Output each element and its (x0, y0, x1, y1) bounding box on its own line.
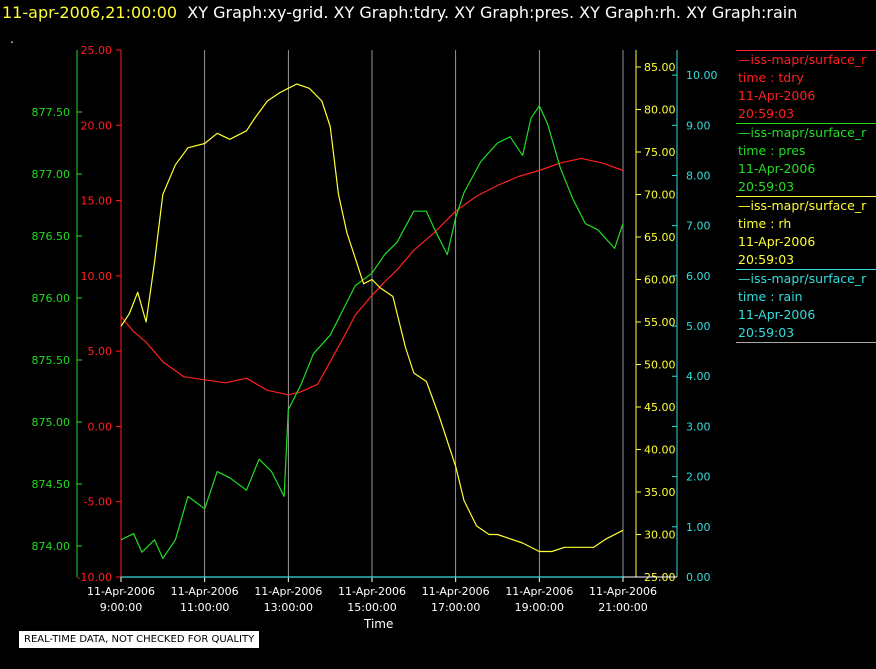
x-tick-date: 11-Apr-2006 (254, 585, 322, 598)
x-tick-time: 17:00:00 (431, 601, 480, 614)
x-tick-date: 11-Apr-2006 (422, 585, 490, 598)
legend-entry-tdry: —iss-mapr/surface_r time : tdry 11-Apr-2… (736, 50, 876, 123)
rain-tick-label: 9.00 (686, 119, 711, 132)
pres-tick-label: 877.00 (32, 168, 71, 181)
legend-date: 11-Apr-2006 (738, 88, 816, 103)
tdry-tick-label: 10.00 (81, 270, 113, 283)
rh-tick-label: 45.00 (644, 401, 676, 414)
rh-tick-label: 80.00 (644, 104, 676, 117)
rh-tick-label: 75.00 (644, 146, 676, 159)
x-tick-date: 11-Apr-2006 (338, 585, 406, 598)
rh-tick-label: 65.00 (644, 231, 676, 244)
quality-disclaimer: REAL-TIME DATA, NOT CHECKED FOR QUALITY (19, 631, 260, 648)
rh-tick-label: 35.00 (644, 486, 676, 499)
x-tick-time: 13:00:00 (264, 601, 313, 614)
pres-tick-label: 875.50 (32, 354, 71, 367)
x-tick-time: 11:00:00 (180, 601, 229, 614)
rain-tick-label: 6.00 (686, 270, 711, 283)
pres-tick-label: 877.50 (32, 106, 71, 119)
rh-tick-label: 70.00 (644, 189, 676, 202)
legend-time: 20:59:03 (738, 252, 795, 267)
legend: —iss-mapr/surface_r time : tdry 11-Apr-2… (736, 50, 876, 343)
legend-time: 20:59:03 (738, 106, 795, 121)
legend-time: 20:59:03 (738, 179, 795, 194)
pres-tick-label: 874.50 (32, 478, 71, 491)
legend-label: time : rh (738, 216, 792, 231)
rh-tick-label: 60.00 (644, 274, 676, 287)
legend-entry-rain: —iss-mapr/surface_r time : rain 11-Apr-2… (736, 269, 876, 343)
legend-series-name: —iss-mapr/surface_r (738, 52, 867, 67)
rh-tick-label: 85.00 (644, 61, 676, 74)
rain-tick-label: 4.00 (686, 370, 711, 383)
series-tdry-line (120, 157, 624, 396)
rh-tick-label: 50.00 (644, 359, 676, 372)
x-tick-date: 11-Apr-2006 (171, 585, 239, 598)
rain-tick-label: 3.00 (686, 420, 711, 433)
pres-tick-label: 875.00 (32, 416, 71, 429)
x-tick-time: 21:00:00 (598, 601, 647, 614)
title-graph-list: XY Graph:xy-grid. XY Graph:tdry. XY Grap… (187, 3, 798, 22)
rain-tick-label: 1.00 (686, 521, 711, 534)
x-tick-time: 9:00:00 (100, 601, 142, 614)
legend-date: 11-Apr-2006 (738, 234, 816, 249)
pres-tick-label: 874.00 (32, 540, 71, 553)
title-timestamp: 11-apr-2006,21:00:00 (2, 3, 178, 22)
legend-series-name: —iss-mapr/surface_r (738, 271, 867, 286)
rain-tick-label: 7.00 (686, 220, 711, 233)
legend-entry-pres: —iss-mapr/surface_r time : pres 11-Apr-2… (736, 123, 876, 196)
legend-label: time : rain (738, 289, 803, 304)
series-pres-line (120, 105, 624, 560)
legend-time: 20:59:03 (738, 325, 795, 340)
x-tick-date: 11-Apr-2006 (87, 585, 155, 598)
rain-tick-label: 10.00 (686, 69, 718, 82)
tdry-tick-label: 5.00 (88, 345, 113, 358)
legend-date: 11-Apr-2006 (738, 307, 816, 322)
window-title: 11-apr-2006,21:00:00 XY Graph:xy-grid. X… (2, 3, 797, 22)
x-tick-date: 11-Apr-2006 (505, 585, 573, 598)
rain-tick-label: 2.00 (686, 471, 711, 484)
x-tick-time: 15:00:00 (347, 601, 396, 614)
tdry-tick-label: 0.00 (88, 420, 113, 433)
legend-label: time : pres (738, 143, 806, 158)
legend-series-name: —iss-mapr/surface_r (738, 125, 867, 140)
tdry-tick-label: 25.00 (81, 44, 113, 57)
x-tick-time: 19:00:00 (515, 601, 564, 614)
legend-series-name: —iss-mapr/surface_r (738, 198, 867, 213)
tdry-tick-label: 15.00 (81, 195, 113, 208)
series-rh-line (120, 83, 624, 553)
legend-date: 11-Apr-2006 (738, 161, 816, 176)
tdry-tick-label: 20.00 (81, 119, 113, 132)
rh-tick-label: 30.00 (644, 529, 676, 542)
legend-entry-rh: —iss-mapr/surface_r time : rh 11-Apr-200… (736, 196, 876, 269)
legend-label: time : tdry (738, 70, 804, 85)
rain-tick-label: 5.00 (686, 320, 711, 333)
rh-tick-label: 40.00 (644, 444, 676, 457)
tdry-tick-label: -5.00 (84, 496, 112, 509)
rh-tick-label: 55.00 (644, 316, 676, 329)
x-tick-date: 11-Apr-2006 (589, 585, 657, 598)
pres-tick-label: 876.50 (32, 230, 71, 243)
x-axis-title: Time (364, 617, 394, 631)
tdry-tick-label: -10.00 (77, 571, 112, 584)
rain-tick-label: 0.00 (686, 571, 711, 584)
status-dot: . (10, 32, 14, 46)
pres-tick-label: 876.00 (32, 292, 71, 305)
rain-tick-label: 8.00 (686, 169, 711, 182)
